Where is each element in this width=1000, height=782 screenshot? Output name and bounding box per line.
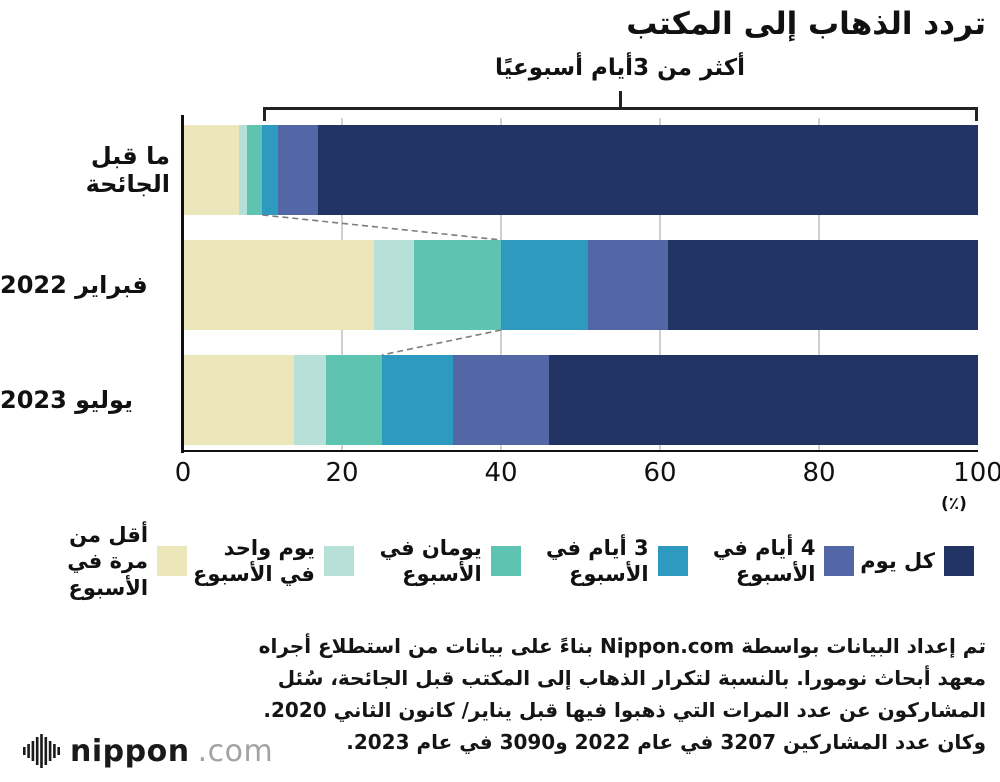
legend-label: أقل من مرة في الأسبوع: [67, 523, 149, 600]
legend-label: 4 أيام في الأسبوع: [712, 536, 816, 587]
legend-swatch: [824, 546, 855, 577]
category-label: فبراير 2022: [0, 271, 148, 299]
bar-segment: [413, 240, 501, 330]
bar-segment: [381, 355, 454, 445]
plot-area: [183, 118, 978, 450]
legend-item: أقل من مرة في الأسبوع: [26, 522, 188, 601]
nippon-logo: nippon .com: [22, 733, 273, 769]
category-axis: ما قبل الجائحة فبراير 2022 يوليو 2023: [0, 118, 170, 450]
category-label: يوليو 2023: [0, 386, 134, 414]
bar-row: [183, 240, 978, 330]
bar-segment: [318, 125, 978, 215]
x-tick-label: 80: [802, 458, 836, 488]
bar-segment: [183, 125, 239, 215]
audio-wave-icon: [23, 734, 60, 768]
dashed-connector-line: [262, 214, 502, 241]
bar-segment: [278, 125, 319, 215]
percent-unit-label: (٪): [941, 494, 967, 514]
legend-label: يوم واحد في الأسبوع: [193, 536, 315, 587]
stacked-bar-chart: ما قبل الجائحة فبراير 2022 يوليو 2023 0 20 4…: [0, 115, 1000, 518]
x-tick-label: 20: [325, 458, 359, 488]
dashed-connector-line: [381, 329, 502, 356]
logo-text: nippon: [70, 733, 190, 769]
legend-item: يوم واحد في الأسبوع: [193, 535, 354, 588]
bar-segment: [500, 240, 589, 330]
legend-item: يومان في الأسبوع: [360, 535, 521, 588]
bar-segment: [183, 355, 295, 445]
legend-item: 4 أيام في الأسبوع: [693, 535, 855, 588]
x-axis-line: [181, 450, 978, 452]
legend-swatch: [323, 546, 354, 577]
bar-segment: [238, 125, 247, 215]
x-tick-label: 0: [174, 458, 192, 488]
x-tick-label: 60: [643, 458, 677, 488]
source-note: تم إعداد البيانات بواسطة Nippon.com بناء…: [258, 634, 986, 754]
legend: كل يوم 4 أيام في الأسبوع 3 أيام في الأسبوع…: [26, 522, 974, 601]
legend-swatch: [490, 546, 521, 577]
legend-swatch: [157, 546, 188, 577]
bar-segment: [667, 240, 978, 330]
x-tick-label: 100: [953, 458, 1000, 488]
bar-segment: [246, 125, 263, 215]
legend-swatch: [944, 546, 974, 577]
logo-domain-text: .com: [197, 733, 274, 769]
bracket-connector-line: [619, 91, 622, 108]
category-label: ما قبل الجائحة: [85, 142, 170, 198]
y-axis-line: [181, 115, 184, 453]
bar-segment: [262, 125, 279, 215]
bar-segment: [294, 355, 327, 445]
legend-swatch: [657, 546, 688, 577]
bar-segment: [183, 240, 374, 330]
bar-row: [183, 355, 978, 445]
chart-title: تردد الذهاب إلى المكتب: [626, 6, 986, 42]
x-tick-label: 40: [484, 458, 518, 488]
bar-segment: [548, 355, 978, 445]
legend-label: 3 أيام في الأسبوع: [545, 536, 649, 587]
bar-segment: [326, 355, 382, 445]
bar-segment: [588, 240, 668, 330]
bar-segment: [453, 355, 549, 445]
legend-item: 3 أيام في الأسبوع: [527, 535, 688, 588]
legend-item: كل يوم: [860, 546, 974, 577]
bar-segment: [373, 240, 414, 330]
more-than-3-days-bracket: [262, 107, 978, 121]
bar-row: [183, 125, 978, 215]
legend-label: كل يوم: [860, 549, 935, 574]
legend-label: يومان في الأسبوع: [379, 536, 482, 587]
x-axis-ticks: 0 20 40 60 80 100: [175, 458, 1000, 490]
bracket-label: أكثر من 3أيام أسبوعيًا: [494, 55, 745, 81]
